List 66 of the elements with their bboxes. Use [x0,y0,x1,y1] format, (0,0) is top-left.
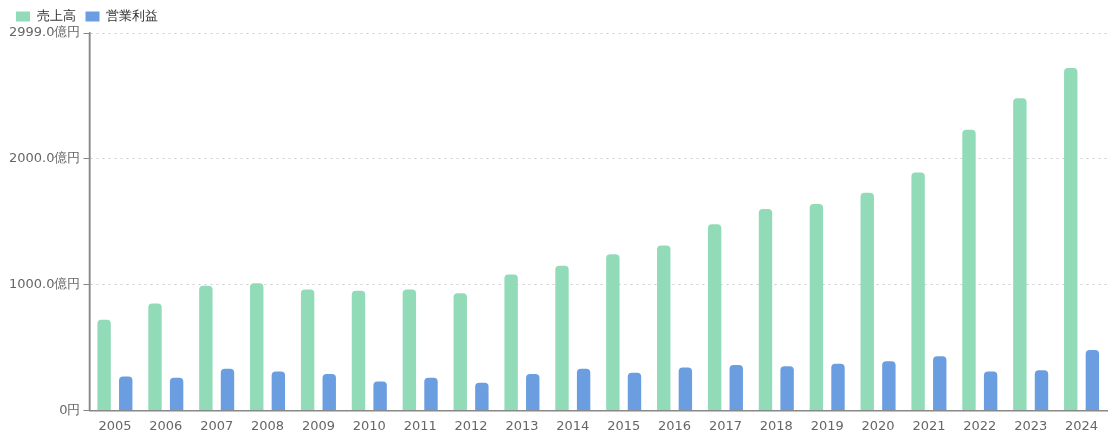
bar [322,373,336,410]
bar [373,381,387,410]
x-tick-label: 2014 [556,417,590,433]
bar [504,274,518,410]
x-tick-label: 2019 [810,417,844,433]
bar [657,245,671,410]
x-tick-label: 2018 [759,417,793,433]
x-tick-label: 2006 [149,417,183,433]
bar [1013,98,1027,410]
bar [250,283,264,410]
bar [424,377,438,410]
bar [148,303,162,410]
x-tick-label: 2021 [912,417,946,433]
x-tick-label: 2023 [1014,417,1048,433]
bar [933,356,947,410]
x-tick-label: 2016 [658,417,692,433]
x-tick-label: 2015 [607,417,641,433]
legend-label: 営業利益 [106,7,158,23]
bar [758,209,773,410]
x-tick-label: 2017 [708,417,742,433]
bar [707,224,722,410]
bar [627,372,642,410]
bar [860,192,874,410]
bar [962,129,976,410]
bar [678,367,693,410]
bar [119,376,133,410]
x-tick-label: 2012 [454,417,488,433]
x-tick-label: 2024 [1065,417,1099,433]
bar [729,365,743,410]
bar [169,377,184,410]
bar [555,265,569,410]
bar [831,363,845,410]
x-tick-label: 2022 [963,417,997,433]
bar [453,293,467,410]
bar [809,204,824,410]
x-tick-label: 2009 [301,417,335,433]
bar [475,382,489,410]
bar [911,172,925,410]
bar [199,285,213,410]
x-tick-label: 2008 [251,417,285,433]
bar [882,361,896,410]
bar [300,289,315,410]
x-tick-label: 2005 [98,417,132,433]
bar [402,289,417,410]
bar [271,371,286,410]
bar [526,373,540,410]
bar [351,290,366,410]
y-tick-label: 2999.0億円 [8,24,81,40]
x-tick-label: 2010 [352,417,386,433]
bar [606,254,620,410]
bar [97,319,111,410]
x-tick-label: 2007 [200,417,234,433]
legend-label: 売上高 [36,7,76,23]
y-tick-label: 1000.0億円 [8,275,81,291]
x-tick-label: 2013 [505,417,539,433]
x-tick-label: 2020 [861,417,895,433]
x-tick-label: 2011 [403,417,437,433]
bar [780,366,794,410]
bar [1034,370,1049,410]
bar [220,368,235,410]
bar [1085,350,1100,410]
bar [1064,68,1078,410]
y-tick-label: 0円 [59,401,81,417]
bar [576,368,591,410]
y-tick-label: 2000.0億円 [8,150,81,166]
bar [983,371,998,410]
